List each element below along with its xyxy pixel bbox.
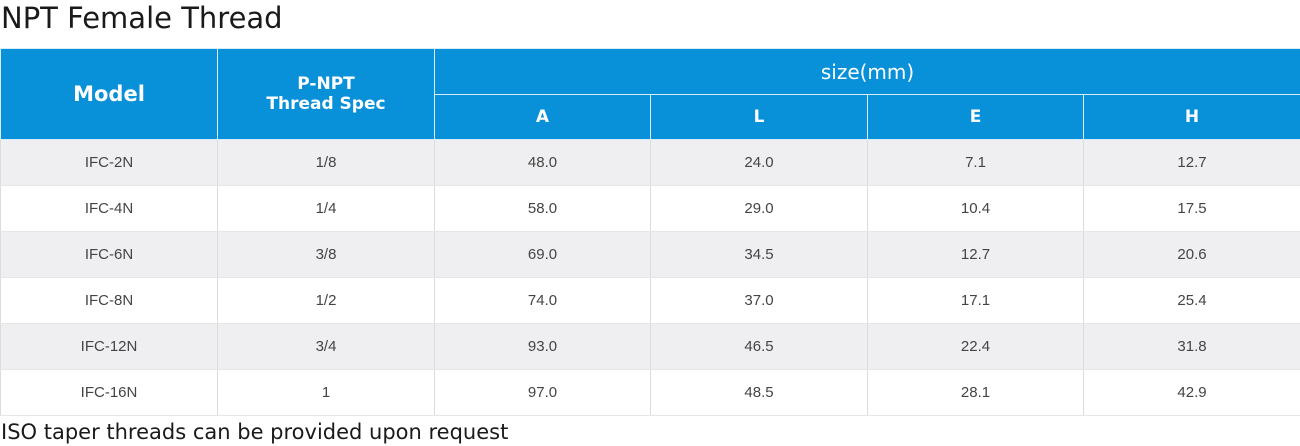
header-col-e: E	[867, 94, 1084, 140]
header-col-h: H	[1082, 94, 1300, 140]
cell-e: 10.4	[867, 185, 1084, 232]
cell-e: 28.1	[867, 369, 1084, 416]
cell-h: 31.8	[1082, 323, 1300, 370]
cell-l: 46.5	[650, 323, 868, 370]
cell-spec: 3/4	[217, 323, 435, 370]
cell-h: 17.5	[1082, 185, 1300, 232]
table-row: IFC-6N 3/8 69.0 34.5 12.7 20.6	[0, 231, 1300, 278]
table-row: IFC-12N 3/4 93.0 46.5 22.4 31.8	[0, 323, 1300, 370]
cell-h: 25.4	[1082, 277, 1300, 324]
cell-model: IFC-4N	[0, 185, 218, 232]
cell-a: 58.0	[434, 185, 651, 232]
cell-spec: 1	[217, 369, 435, 416]
table-header: Model P-NPT Thread Spec size(mm) A L E H	[0, 48, 1300, 140]
cell-spec: 3/8	[217, 231, 435, 278]
cell-model: IFC-2N	[0, 139, 218, 186]
spec-table: Model P-NPT Thread Spec size(mm) A L E H…	[0, 48, 1300, 416]
cell-e: 17.1	[867, 277, 1084, 324]
cell-h: 42.9	[1082, 369, 1300, 416]
cell-l: 37.0	[650, 277, 868, 324]
header-col-l: L	[650, 94, 868, 140]
table-row: IFC-8N 1/2 74.0 37.0 17.1 25.4	[0, 277, 1300, 324]
cell-a: 97.0	[434, 369, 651, 416]
cell-a: 74.0	[434, 277, 651, 324]
table-row: IFC-16N 1 97.0 48.5 28.1 42.9	[0, 369, 1300, 416]
cell-model: IFC-12N	[0, 323, 218, 370]
cell-spec: 1/4	[217, 185, 435, 232]
cell-a: 93.0	[434, 323, 651, 370]
cell-model: IFC-8N	[0, 277, 218, 324]
header-row-top: Model P-NPT Thread Spec size(mm)	[0, 48, 1300, 140]
table-body: IFC-2N 1/8 48.0 24.0 7.1 12.7 IFC-4N 1/4…	[0, 139, 1300, 416]
header-thread-spec: P-NPT Thread Spec	[217, 48, 435, 140]
cell-a: 69.0	[434, 231, 651, 278]
header-row-sub: A L E H	[1, 94, 1300, 140]
cell-model: IFC-6N	[0, 231, 218, 278]
header-spec-line2: Thread Spec	[266, 94, 386, 114]
cell-h: 12.7	[1082, 139, 1300, 186]
header-model: Model	[0, 48, 218, 140]
header-col-a: A	[434, 94, 651, 140]
table-row: IFC-4N 1/4 58.0 29.0 10.4 17.5	[0, 185, 1300, 232]
cell-spec: 1/8	[217, 139, 435, 186]
header-spec-line1: P-NPT	[297, 74, 355, 94]
cell-e: 7.1	[867, 139, 1084, 186]
cell-l: 48.5	[650, 369, 868, 416]
page-title: NPT Female Thread	[1, 1, 283, 35]
cell-e: 22.4	[867, 323, 1084, 370]
cell-e: 12.7	[867, 231, 1084, 278]
cell-a: 48.0	[434, 139, 651, 186]
footnote: ISO taper threads can be provided upon r…	[1, 420, 509, 444]
cell-l: 34.5	[650, 231, 868, 278]
cell-spec: 1/2	[217, 277, 435, 324]
cell-model: IFC-16N	[0, 369, 218, 416]
cell-l: 29.0	[650, 185, 868, 232]
cell-l: 24.0	[650, 139, 868, 186]
table-row: IFC-2N 1/8 48.0 24.0 7.1 12.7	[0, 139, 1300, 186]
header-size-group: size(mm)	[433, 48, 1300, 95]
cell-h: 20.6	[1082, 231, 1300, 278]
